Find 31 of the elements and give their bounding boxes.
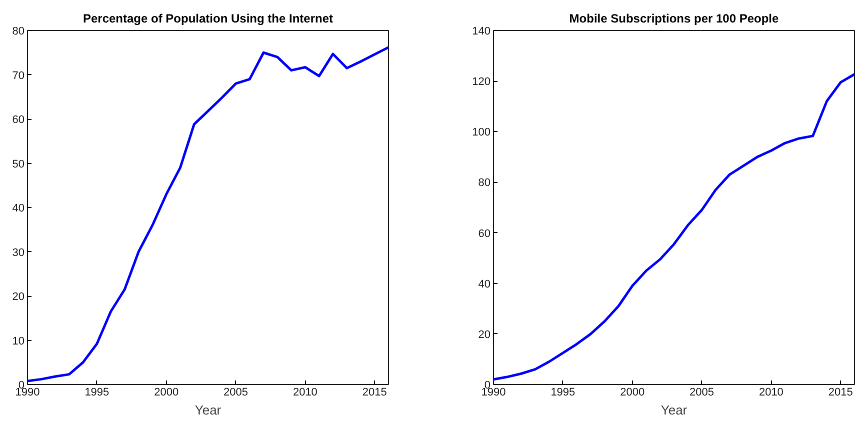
y-tick-label: 80 bbox=[478, 177, 491, 190]
x-axis-title: Year bbox=[660, 402, 688, 418]
y-tick-label: 40 bbox=[478, 278, 491, 290]
y-tick-label: 60 bbox=[478, 228, 491, 240]
line-series bbox=[494, 72, 854, 381]
y-tick-label: 100 bbox=[472, 126, 491, 139]
y-tick-label: 20 bbox=[478, 328, 491, 341]
x-tick-label: 2005 bbox=[690, 386, 714, 398]
y-tick-label: 10 bbox=[12, 335, 25, 348]
y-tick-label: 40 bbox=[12, 202, 25, 214]
x-tick-label: 2015 bbox=[828, 386, 853, 398]
x-axis-title: Year bbox=[194, 402, 222, 418]
y-tick-label: 20 bbox=[12, 291, 25, 303]
x-tick-label: 2010 bbox=[758, 386, 784, 398]
y-tick-label: 140 bbox=[472, 26, 491, 38]
chart-title: Mobile Subscriptions per 100 People bbox=[569, 12, 780, 26]
x-tick-label: 2000 bbox=[154, 386, 179, 398]
line-series bbox=[28, 46, 388, 382]
x-tick-label: 2000 bbox=[620, 386, 645, 398]
x-tick-label: 2010 bbox=[292, 386, 318, 398]
x-tick-label: 1995 bbox=[550, 386, 576, 398]
y-tick-label: 60 bbox=[12, 114, 25, 126]
y-tick-label: 50 bbox=[12, 158, 25, 170]
x-tick-label: 1995 bbox=[84, 386, 110, 398]
x-tick-label: 2005 bbox=[224, 386, 248, 398]
y-tick-label: 80 bbox=[12, 26, 25, 38]
chart-title: Percentage of Population Using the Internet bbox=[82, 12, 334, 26]
y-tick-label: 120 bbox=[472, 76, 491, 88]
x-tick-label: 2015 bbox=[362, 386, 387, 398]
y-tick-label: 30 bbox=[12, 246, 25, 259]
y-tick-label: 70 bbox=[12, 70, 25, 82]
